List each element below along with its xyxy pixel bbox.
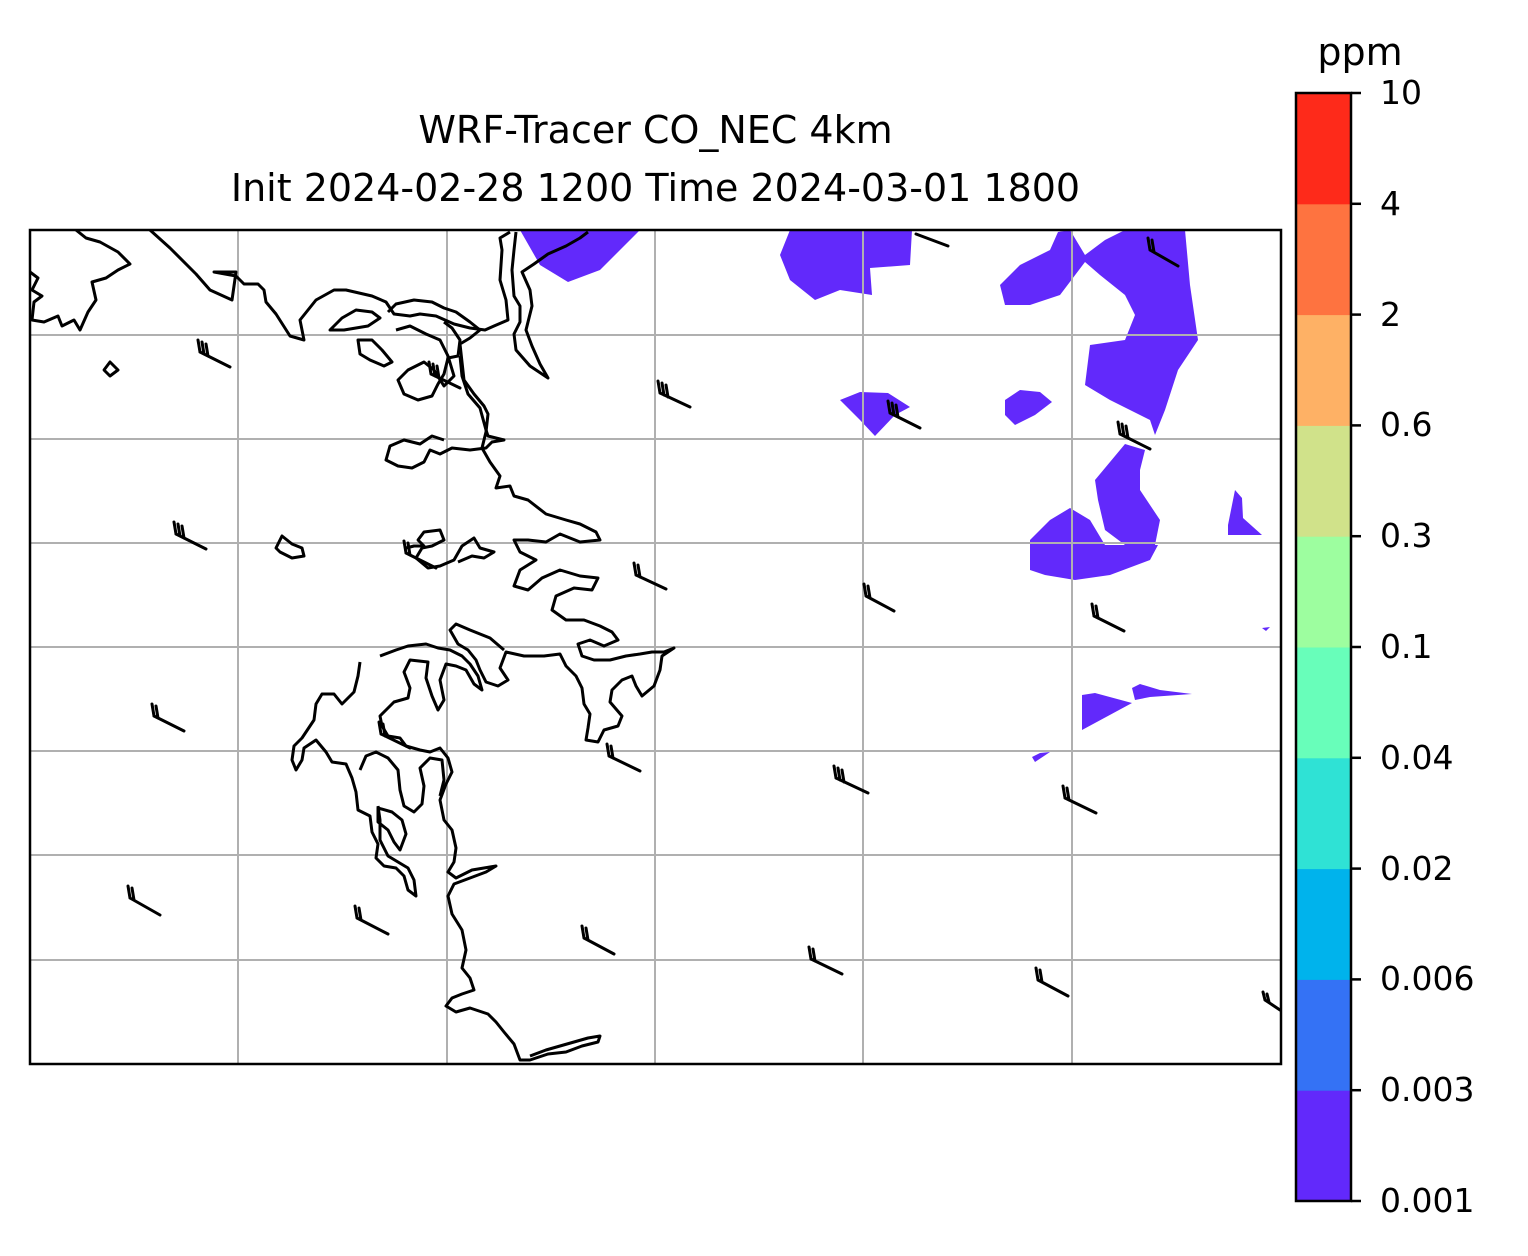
map-frame (28, 228, 1283, 1066)
colorbar (1296, 93, 1351, 1202)
colorbar-tick-label: 4 (1380, 183, 1401, 223)
colorbar-tick-label: 0.006 (1380, 959, 1475, 999)
colorbar-tick-label: 2 (1380, 294, 1401, 334)
colorbar-tick-label: 0.3 (1380, 516, 1433, 556)
colorbar-label: ppm (1317, 30, 1403, 74)
map-title-line1: WRF-Tracer CO_NEC 4km (418, 108, 893, 152)
colorbar-tick-label: 10 (1380, 73, 1422, 112)
colorbar-segment (1296, 425, 1351, 537)
coastlines (30, 230, 676, 1062)
colorbar-ticks (1351, 91, 1361, 1203)
colorbar-tick-label: 0.001 (1380, 1181, 1475, 1220)
colorbar-tick-label: 0.02 (1380, 848, 1454, 888)
colorbar-tick-label: 0.04 (1380, 737, 1454, 777)
colorbar-segment (1296, 1090, 1351, 1202)
colorbar-segment (1296, 203, 1351, 316)
colorbar-frame (1294, 91, 1353, 1203)
map-plot-area (30, 230, 1281, 1064)
wind-barbs (126, 232, 1281, 1012)
colorbar-segment (1296, 868, 1351, 980)
colorbar-tick-label: 0.6 (1380, 405, 1433, 445)
colorbar-segment (1296, 647, 1351, 759)
colorbar-segment (1296, 314, 1351, 426)
colorbar-segment (1296, 979, 1351, 1091)
map-title-line2: Init 2024-02-28 1200 Time 2024-03-01 180… (230, 166, 1081, 210)
map-gridlines (30, 230, 1281, 1064)
colorbar-segment (1296, 93, 1351, 205)
colorbar-tick-label: 0.1 (1380, 627, 1433, 666)
colorbar-segment (1296, 536, 1351, 648)
colorbar-segment (1296, 757, 1351, 870)
colorbar-tick-label: 0.003 (1380, 1070, 1475, 1110)
